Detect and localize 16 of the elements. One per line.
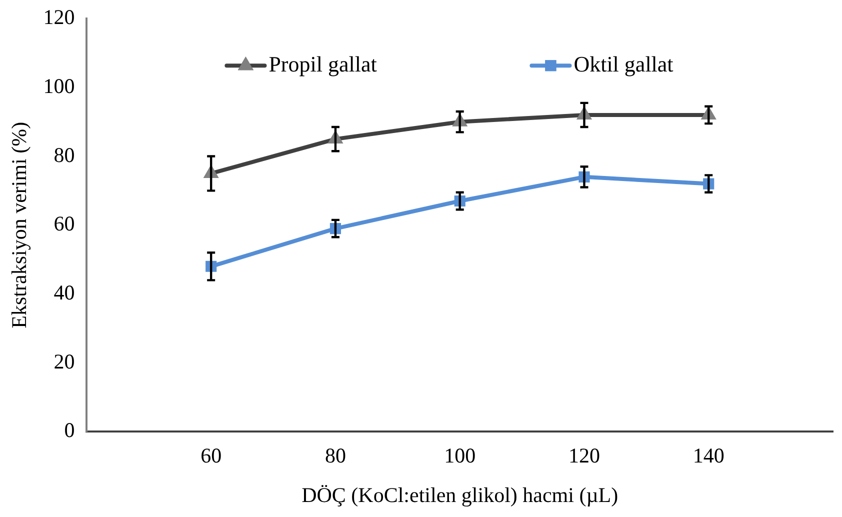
y-tick-label: 100 xyxy=(43,74,75,98)
x-tick-label: 140 xyxy=(692,444,724,468)
x-tick-label: 80 xyxy=(324,444,346,468)
y-tick-label: 60 xyxy=(54,212,75,236)
legend-label: Propil gallat xyxy=(268,51,377,76)
y-tick-label: 40 xyxy=(54,280,75,304)
x-axis-title: DÖÇ (KoCl:etilen glikol) hacmi (µL) xyxy=(302,482,618,507)
y-axis-title: Ekstraksiyon verimi (%) xyxy=(7,122,32,328)
x-tick-label: 60 xyxy=(200,444,222,468)
legend-label: Oktil gallat xyxy=(574,51,674,76)
x-tick-label: 100 xyxy=(444,444,476,468)
y-tick-label: 20 xyxy=(54,349,75,374)
x-tick-label: 120 xyxy=(568,444,600,468)
y-tick-label: 0 xyxy=(64,418,75,442)
y-tick-label: 80 xyxy=(54,142,75,167)
y-tick-label: 120 xyxy=(43,5,75,30)
